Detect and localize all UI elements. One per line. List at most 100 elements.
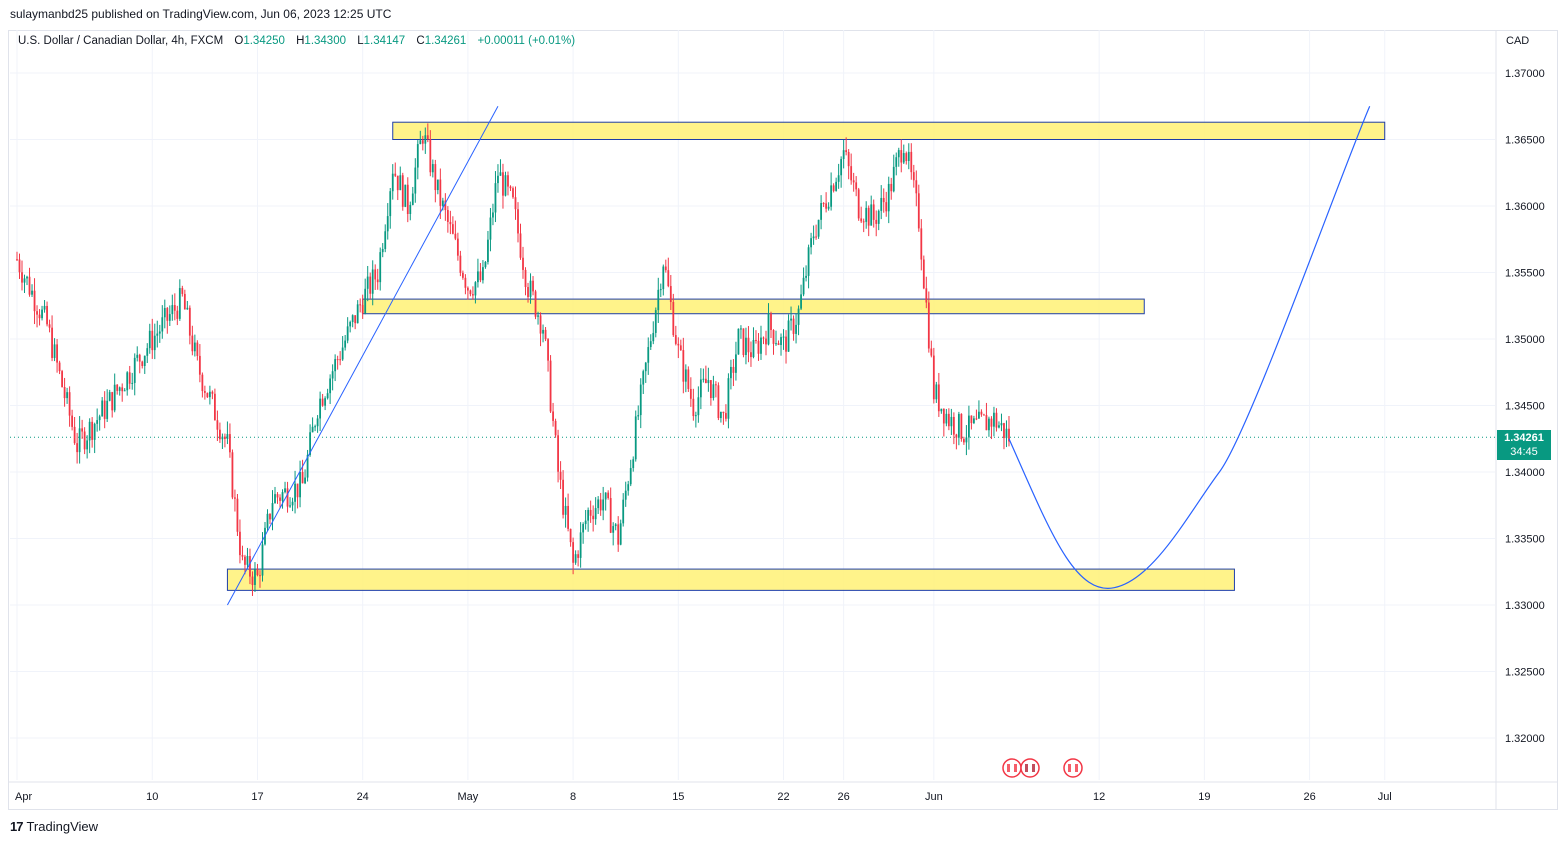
candle-body (193, 342, 196, 352)
candle-body (136, 354, 139, 358)
candle-body (391, 173, 394, 192)
candle-body (822, 203, 825, 205)
symbol-legend[interactable]: U.S. Dollar / Canadian Dollar, 4h, FXCM … (18, 35, 575, 47)
candle-body (444, 200, 447, 211)
candle-body (940, 408, 943, 412)
candle-body (434, 164, 437, 191)
candle-body (790, 318, 792, 321)
candle-body (990, 418, 993, 427)
change-value: +0.00011 (+0.01%) (477, 35, 576, 47)
candle-body (669, 286, 672, 302)
candle-body (256, 569, 259, 576)
candle-body (173, 305, 176, 311)
candle-body (301, 471, 304, 484)
candle-body (151, 330, 154, 351)
candle-body (965, 437, 968, 443)
candle-body (892, 166, 895, 192)
candle-body (935, 384, 938, 400)
candle-body (797, 308, 800, 325)
candle-body (847, 152, 850, 167)
y-tick-label: 1.32500 (1505, 667, 1545, 679)
candle-body (714, 384, 717, 386)
candle-body (26, 276, 28, 279)
candles (16, 123, 1010, 596)
candle-body (825, 203, 828, 209)
candle-body (163, 308, 166, 318)
candle-body (544, 329, 547, 340)
candle-body (329, 378, 332, 394)
candle-body (574, 554, 577, 563)
x-tick-label: 17 (251, 791, 263, 803)
candle-body (198, 355, 201, 375)
candle-body (461, 272, 464, 278)
candle-body (564, 505, 567, 515)
candle-body (266, 513, 269, 528)
candle-body (346, 326, 349, 341)
candle-body (123, 390, 126, 392)
candle-body (582, 524, 585, 533)
candle-body (183, 293, 186, 310)
candle-body (296, 483, 299, 498)
candle-body (872, 204, 875, 220)
candle-body (482, 267, 484, 281)
candle-body (386, 216, 389, 232)
candle-body (840, 159, 843, 176)
candle-body (381, 248, 384, 253)
candle-body (679, 345, 682, 351)
candle-body (890, 183, 893, 192)
candle-body (101, 400, 104, 417)
candle-body (467, 287, 469, 291)
candle-body (765, 338, 767, 345)
candle-body (321, 398, 324, 406)
candle-body (91, 421, 94, 440)
symbol-title[interactable]: U.S. Dollar / Canadian Dollar, 4h, FXCM (18, 35, 224, 47)
candle-body (952, 416, 955, 435)
candle-body (276, 494, 279, 498)
candle-body (735, 354, 737, 373)
candle-body (860, 218, 863, 222)
candle-body (111, 392, 114, 411)
open-label: O (234, 35, 244, 47)
candle-body (244, 556, 246, 565)
tradingview-logo[interactable]: 17 TradingView (10, 819, 98, 834)
candle-body (589, 509, 592, 516)
candle-body (464, 277, 467, 288)
candle-body (116, 384, 119, 391)
candle-body (487, 239, 489, 262)
candle-body (557, 435, 559, 472)
currency-label[interactable]: CAD (1506, 35, 1530, 47)
candle-body (289, 505, 291, 507)
candle-body (316, 418, 319, 427)
candle-body (1008, 428, 1010, 442)
chart-frame[interactable] (8, 30, 1558, 810)
candle-body (947, 413, 950, 427)
candle-body (249, 556, 251, 577)
candle-body (697, 397, 700, 416)
candle-body (672, 301, 675, 336)
candle-body (36, 311, 38, 315)
candle-body (241, 555, 244, 557)
candle-body (842, 150, 845, 160)
candle-body (925, 288, 928, 303)
candle-body (682, 350, 685, 382)
x-tick-label: 15 (672, 791, 684, 803)
candle-body (692, 398, 695, 417)
candle-body (988, 418, 990, 431)
candle-body (815, 236, 817, 238)
candle-body (775, 343, 777, 345)
candle-body (750, 352, 752, 358)
candle-body (639, 384, 642, 416)
candle-body (474, 282, 477, 296)
candle-body (998, 425, 1000, 428)
y-tick-label: 1.36500 (1505, 135, 1545, 147)
candle-body (792, 318, 795, 334)
candle-body (897, 150, 900, 158)
candle-body (143, 355, 146, 366)
candle-body (725, 413, 727, 419)
candle-body (334, 359, 337, 372)
candle-body (181, 288, 184, 294)
y-tick-label: 1.32000 (1505, 733, 1545, 745)
high-value: 1.34300 (304, 35, 346, 47)
candle-body (785, 336, 787, 352)
